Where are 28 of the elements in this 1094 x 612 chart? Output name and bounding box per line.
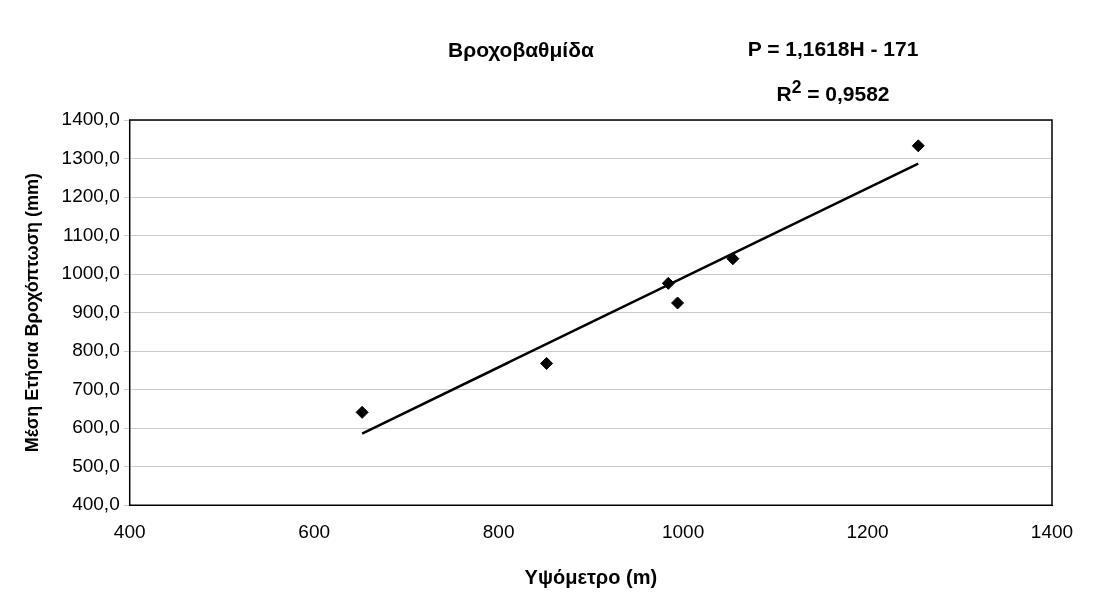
y-tick-label: 700,0 [72,377,120,399]
y-tick-label: 500,0 [72,454,120,476]
x-tick-label: 800 [482,520,515,542]
x-tick-label: 1400 [1030,520,1074,542]
y-tick-label: 1100,0 [63,223,120,245]
point [671,296,685,310]
y-tick-label: 400,0 [72,493,120,515]
point [726,252,740,266]
text: P = 1,1618H - 171 [746,36,920,62]
x-tick-label: 1200 [846,520,889,542]
text: R$^{2}$ = 0,9582 [775,76,891,107]
point [911,139,925,153]
y-axis-title: Μέση Ετήσια Βροχόπτωση (mm) [21,172,42,453]
x-tick-label: 400 [113,520,146,542]
x-tick-label: 600 [298,520,331,542]
x-tick-label: 1000 [661,520,705,542]
y-tick-label: 1000,0 [61,262,120,284]
point [355,405,369,419]
y-tick-label: 600,0 [72,416,120,438]
chart-title: Βροχοβαθμίδα [448,38,594,62]
y-tick-label: 1300,0 [61,146,120,168]
y-tick-label: 900,0 [72,300,120,322]
x-axis-title: Υψόμετρο (m) [524,565,658,588]
point [661,276,675,290]
y-tick-label: 1200,0 [61,185,120,207]
y-tick-label: 1400,0 [61,108,120,130]
point [540,356,554,370]
y-tick-label: 800,0 [72,339,120,361]
